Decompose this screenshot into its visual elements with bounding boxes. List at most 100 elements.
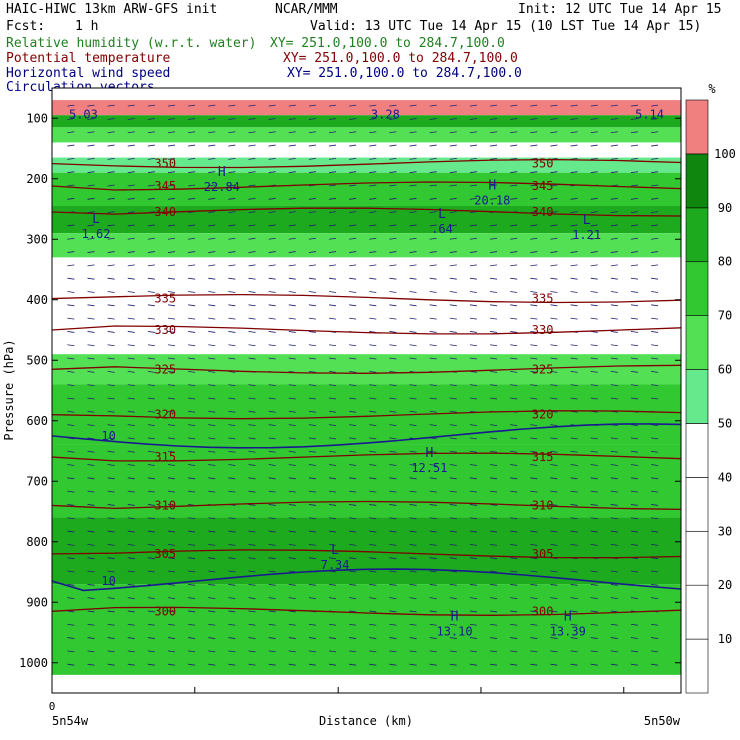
wind-vector	[651, 211, 659, 214]
wind-vector	[328, 464, 337, 466]
wind-vector	[630, 104, 639, 107]
wind-vector	[107, 397, 115, 400]
theta-contour-label: 325	[154, 362, 176, 376]
wind-vector	[107, 184, 115, 187]
wind-vector	[288, 464, 296, 466]
wind-vector	[449, 623, 457, 626]
wind-vector	[308, 543, 316, 546]
wind-vector	[510, 663, 518, 666]
wind-vector	[248, 304, 256, 307]
wind-vector	[308, 104, 316, 107]
wind-vector	[147, 184, 155, 187]
wind-vector	[449, 557, 457, 560]
wind-vector	[147, 517, 155, 520]
wind-vector	[369, 570, 377, 573]
wind-vector	[469, 397, 477, 400]
y-tick-label: 500	[26, 353, 48, 367]
wind-vector	[288, 663, 296, 666]
wind-vector	[288, 211, 296, 214]
wind-vector	[67, 118, 75, 120]
wind-vector	[630, 211, 639, 214]
wind-vector	[147, 504, 155, 506]
wind-vector	[208, 490, 216, 493]
wind-vector	[288, 157, 296, 160]
wind-vector	[369, 211, 377, 214]
wind-vector	[228, 530, 236, 533]
wind-vector	[208, 357, 216, 360]
wind-vector	[268, 224, 276, 227]
wind-vector	[67, 157, 75, 160]
wind-vector	[349, 504, 357, 506]
wind-vector	[107, 597, 115, 600]
colorbar-tick-label: 60	[718, 363, 732, 377]
wind-vector	[87, 331, 95, 333]
wind-vector	[510, 370, 518, 373]
wind-vector	[490, 384, 498, 387]
wind-vector	[510, 477, 518, 480]
wind-vector	[147, 437, 155, 440]
wind-vector	[590, 504, 598, 506]
wind-vector	[248, 331, 256, 333]
wind-vector	[268, 424, 276, 426]
wind-vector	[630, 131, 639, 134]
rh-band	[52, 127, 681, 143]
theta-contour-label: 315	[154, 450, 176, 464]
wind-vector	[188, 464, 196, 466]
wind-vector	[490, 477, 498, 480]
windspeed-top-label: 3.28	[371, 107, 400, 121]
wind-vector	[510, 331, 518, 333]
wind-vector	[147, 157, 155, 160]
theta-contour-label: 340	[154, 205, 176, 219]
wind-vector	[429, 184, 437, 187]
wind-vector	[228, 277, 236, 280]
wind-vector	[490, 610, 498, 613]
wind-vector	[630, 171, 639, 174]
wind-vector	[87, 477, 95, 480]
wind-vector	[147, 490, 155, 493]
wind-vector	[308, 663, 316, 666]
wind-vector	[127, 304, 135, 307]
wind-vector	[167, 370, 176, 373]
wind-vector	[429, 131, 437, 134]
wind-vector	[107, 157, 115, 160]
wind-vector	[570, 104, 578, 107]
wind-vector	[349, 583, 357, 586]
wind-vector	[107, 118, 115, 120]
wind-vector	[228, 291, 236, 293]
wind-vector	[490, 197, 498, 200]
wind-vector	[87, 211, 95, 214]
wind-vector	[288, 557, 296, 560]
colorbar-cell	[685, 315, 709, 370]
wind-vector	[429, 517, 437, 520]
wind-vector	[188, 570, 196, 573]
wind-vector	[288, 171, 296, 174]
wind-vector	[510, 237, 518, 240]
windspeed-extremum-marker: H	[451, 609, 459, 624]
wind-vector	[369, 490, 377, 493]
wind-vector	[409, 251, 417, 253]
wind-vector	[228, 517, 236, 520]
wind-vector	[389, 663, 397, 666]
wind-vector	[288, 104, 296, 107]
wind-vector	[147, 264, 155, 267]
wind-vector	[510, 291, 518, 293]
wind-vector	[651, 583, 659, 586]
wind-vector	[570, 583, 578, 586]
wind-vector	[228, 597, 236, 600]
windspeed-extremum-marker: H	[488, 179, 496, 194]
wind-vector	[268, 197, 276, 200]
wind-vector	[469, 237, 477, 240]
wind-vector	[409, 637, 417, 639]
wind-vector	[630, 397, 639, 400]
wind-vector	[651, 118, 659, 120]
wind-vector	[490, 157, 498, 160]
wind-vector	[389, 623, 397, 626]
wind-vector	[630, 184, 639, 187]
wind-vector	[349, 264, 357, 267]
wind-vector	[208, 583, 216, 586]
wind-vector	[590, 264, 598, 267]
wind-vector	[610, 583, 618, 586]
wind-vector	[167, 424, 176, 426]
wind-vector	[530, 517, 538, 520]
wind-vector	[167, 224, 176, 227]
